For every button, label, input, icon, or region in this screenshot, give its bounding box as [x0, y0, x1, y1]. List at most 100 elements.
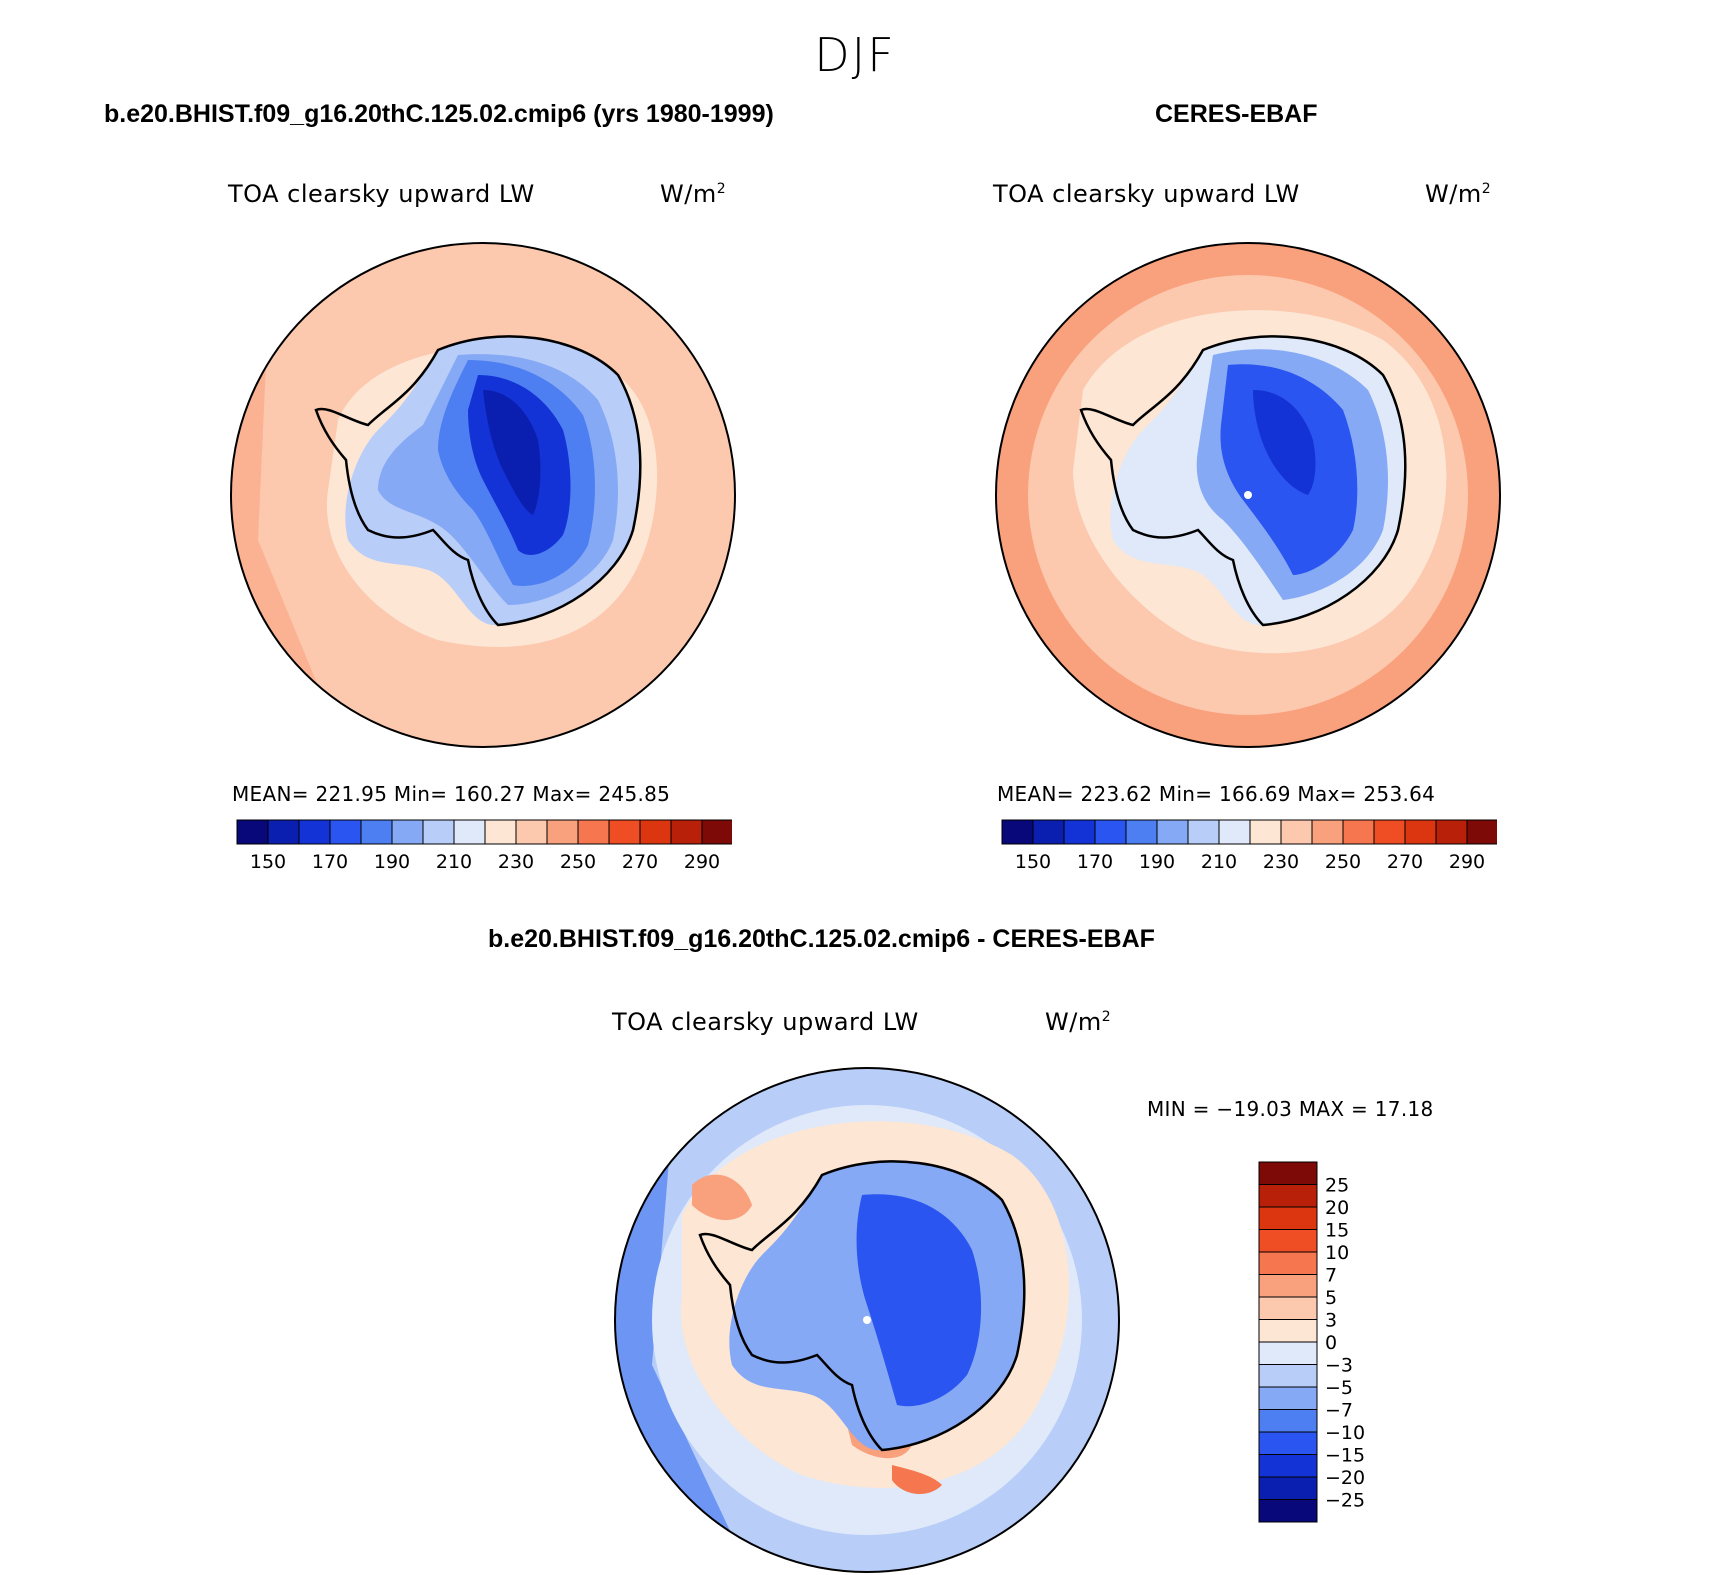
obs-colorbar-swatch	[1001, 819, 1034, 845]
model-colorbar-tick-label: 230	[498, 851, 534, 873]
obs-map-border	[995, 242, 1501, 748]
diff-colorbar-tick-label: −25	[1325, 1490, 1365, 1512]
diff-panel-title: b.e20.BHIST.f09_g16.20thC.125.02.cmip6 -…	[488, 925, 1155, 953]
obs-colorbar-swatch	[1435, 819, 1468, 845]
diff-colorbar-swatch	[1258, 1206, 1318, 1230]
diff-units-label: W/m2	[1045, 1008, 1112, 1036]
obs-antarctica-core	[1253, 390, 1316, 495]
diff-colorbar-swatch	[1258, 1409, 1318, 1433]
obs-colorbar-swatch	[1094, 819, 1127, 845]
model-colorbar-swatch	[453, 819, 486, 845]
obs-colorbar-swatch	[1063, 819, 1096, 845]
diff-colorbar-swatch	[1258, 1386, 1318, 1410]
model-colorbar-tick-label: 210	[436, 851, 472, 873]
diff-variable-label: TOA clearsky upward LW	[612, 1008, 919, 1036]
diff-colorbar-swatch	[1258, 1229, 1318, 1253]
obs-colorbar-tick-label: 250	[1325, 851, 1361, 873]
diff-colorbar-tick-label: −3	[1325, 1355, 1353, 1377]
obs-colorbar-tick-label: 170	[1077, 851, 1113, 873]
diff-colorbar-tick-label: 10	[1325, 1242, 1349, 1264]
diff-polar-map	[614, 1067, 1120, 1573]
model-coastline	[314, 335, 642, 627]
obs-colorbar-tick-label: 210	[1201, 851, 1237, 873]
diff-pole-marker	[863, 1316, 871, 1324]
diff-colorbar-swatch	[1258, 1476, 1318, 1500]
model-colorbar-swatch	[639, 819, 672, 845]
model-colorbar-tick-label: 290	[684, 851, 720, 873]
diff-colorbar-tick-label: 25	[1325, 1175, 1349, 1197]
model-colorbar-swatch	[484, 819, 517, 845]
diff-colorbar-tick-label: −15	[1325, 1445, 1365, 1467]
model-variable-label: TOA clearsky upward LW	[228, 180, 535, 208]
model-colorbar-swatch	[298, 819, 331, 845]
diff-colorbar-swatch	[1258, 1364, 1318, 1388]
model-colorbar-swatch	[422, 819, 455, 845]
diff-antarctica-inner	[856, 1194, 982, 1407]
model-polar-map	[230, 242, 736, 748]
obs-colorbar-swatch	[1218, 819, 1251, 845]
model-antarctica-center	[483, 390, 541, 515]
diff-colorbar-swatch	[1258, 1251, 1318, 1275]
obs-panel-title: CERES-EBAF	[1155, 100, 1318, 128]
diff-colorbar-tick-label: −7	[1325, 1400, 1353, 1422]
model-colorbar-swatch	[577, 819, 610, 845]
obs-colorbar-tick-label: 230	[1263, 851, 1299, 873]
model-colorbar-tick-label: 250	[560, 851, 596, 873]
model-colorbar-swatch	[267, 819, 300, 845]
obs-colorbar-tick-label: 190	[1139, 851, 1175, 873]
model-colorbar-swatch	[329, 819, 362, 845]
model-map-border	[230, 242, 736, 748]
model-stats: MEAN= 221.95 Min= 160.27 Max= 245.85	[232, 782, 671, 806]
model-colorbar-tick-label: 150	[250, 851, 286, 873]
model-colorbar-swatch	[236, 819, 269, 845]
diff-colorbar-tick-label: −20	[1325, 1467, 1365, 1489]
obs-colorbar-swatch	[1187, 819, 1220, 845]
diff-colorbar-swatch	[1258, 1341, 1318, 1365]
obs-colorbar-tick-label: 270	[1387, 851, 1423, 873]
diff-colorbar-tick-label: 5	[1325, 1287, 1337, 1309]
model-colorbar-swatch	[515, 819, 548, 845]
obs-colorbar-swatch	[1125, 819, 1158, 845]
obs-coastline	[1079, 335, 1407, 627]
model-colorbar-tick-label: 270	[622, 851, 658, 873]
diff-colorbar-swatch	[1258, 1296, 1318, 1320]
model-colorbar: 150 170 190 210 230 250 270 290	[236, 819, 732, 873]
diff-colorbar-swatch	[1258, 1161, 1318, 1185]
diff-colorbar-swatch	[1258, 1319, 1318, 1343]
obs-variable-label: TOA clearsky upward LW	[993, 180, 1300, 208]
obs-colorbar-swatch	[1280, 819, 1313, 845]
obs-colorbar-swatch	[1342, 819, 1375, 845]
model-panel-title: b.e20.BHIST.f09_g16.20thC.125.02.cmip6 (…	[104, 100, 774, 128]
model-colorbar-tick-label: 190	[374, 851, 410, 873]
diff-colorbar-swatch	[1258, 1184, 1318, 1208]
diff-colorbar-swatch	[1258, 1499, 1318, 1523]
diff-peninsula-positive	[692, 1174, 752, 1220]
obs-stats: MEAN= 223.62 Min= 166.69 Max= 253.64	[997, 782, 1436, 806]
diff-colorbar-tick-label: 20	[1325, 1197, 1349, 1219]
obs-colorbar-swatch	[1032, 819, 1065, 845]
diff-colorbar-tick-label: −5	[1325, 1377, 1353, 1399]
diff-colorbar-swatch	[1258, 1274, 1318, 1298]
diff-colorbar-tick-label: −10	[1325, 1422, 1365, 1444]
diff-colorbar-tick-label: 3	[1325, 1310, 1337, 1332]
obs-colorbar-swatch	[1404, 819, 1437, 845]
obs-colorbar: 150 170 190 210 230 250 270 290	[1001, 819, 1497, 873]
obs-colorbar-tick-label: 290	[1449, 851, 1485, 873]
diff-stats: MIN = −19.03 MAX = 17.18	[1147, 1097, 1434, 1121]
diff-coastline	[698, 1160, 1026, 1452]
obs-colorbar-tick-label: 150	[1015, 851, 1051, 873]
obs-colorbar-swatch	[1311, 819, 1344, 845]
obs-colorbar-swatch	[1466, 819, 1497, 845]
diff-colorbar-tick-label: 15	[1325, 1220, 1349, 1242]
obs-colorbar-swatch	[1156, 819, 1189, 845]
obs-pole-marker	[1244, 491, 1252, 499]
model-colorbar-swatch	[608, 819, 641, 845]
model-colorbar-swatch	[701, 819, 732, 845]
model-colorbar-tick-label: 170	[312, 851, 348, 873]
model-colorbar-swatch	[360, 819, 393, 845]
obs-colorbar-swatch	[1249, 819, 1282, 845]
obs-polar-map	[995, 242, 1501, 748]
model-colorbar-swatch	[391, 819, 424, 845]
figure-title: DJF	[814, 28, 896, 82]
